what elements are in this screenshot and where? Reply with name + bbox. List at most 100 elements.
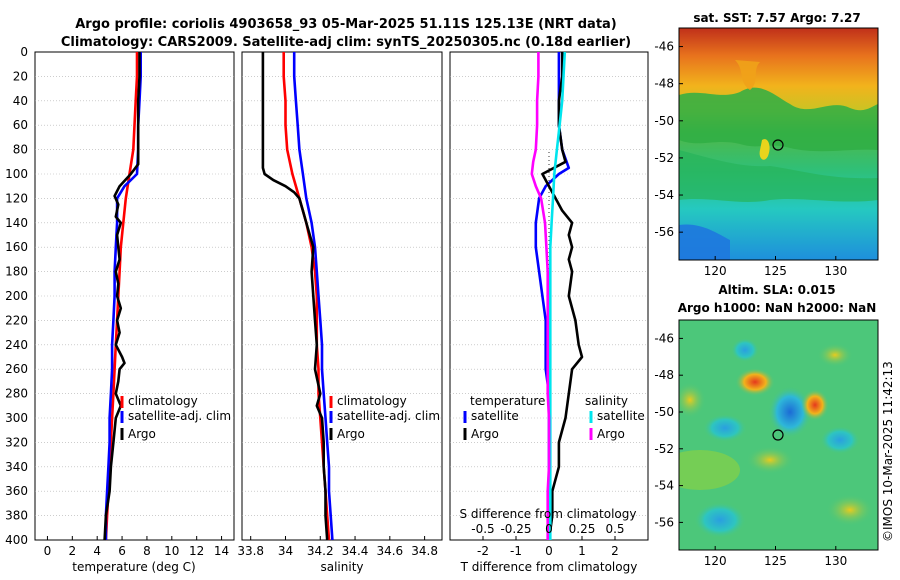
map-x-tick-label: 125 (764, 554, 787, 568)
sla-map-ticks: 120 125 130 -46 -48 -50 -52 -54 -56 (654, 331, 847, 568)
map-x-tick-label: 125 (764, 264, 787, 278)
sla-map-title-line2: Argo h1000: NaN h2000: NaN (678, 301, 877, 315)
depth-tick-label: 340 (5, 460, 28, 474)
depth-tick-label: 80 (13, 143, 28, 157)
x-tick-label: 6 (118, 544, 126, 558)
legend-label-temp-satellite: satellite (471, 409, 519, 423)
sst-map-image (679, 28, 878, 260)
map-x-tick-label: 130 (824, 554, 847, 568)
x-tick-label: 2 (68, 544, 76, 558)
x-tick-label: 1 (578, 544, 586, 558)
legend-label-argo: Argo (337, 427, 365, 441)
map-y-tick-label: -50 (654, 114, 674, 128)
map-x-tick-label: 130 (824, 264, 847, 278)
legend-label-argo: Argo (128, 427, 156, 441)
sla-map-title-line1: Altim. SLA: 0.015 (718, 283, 835, 297)
legend-label-temp-argo: Argo (471, 427, 499, 441)
map-y-tick-label: -48 (654, 77, 674, 91)
s-tick-label: -0.5 (471, 522, 494, 536)
salinity-legend: climatology satellite-adj. clim Argo (329, 394, 440, 441)
depth-tick-label: 120 (5, 191, 28, 205)
legend-label-sal-satellite: satellite (597, 409, 645, 423)
sst-argo-location-marker (772, 139, 784, 151)
x-tick-label: 34.8 (411, 544, 438, 558)
sla-map-image (679, 320, 878, 550)
depth-tick-label: 100 (5, 167, 28, 181)
depth-tick-label: 160 (5, 240, 28, 254)
x-tick-label: 34 (278, 544, 293, 558)
series-line-salinity-argo (530, 52, 551, 540)
map-y-tick-label: -50 (654, 405, 674, 419)
depth-tick-label: 140 (5, 216, 28, 230)
depth-tick-label: 320 (5, 435, 28, 449)
x-tick-label: 34.2 (307, 544, 334, 558)
x-tick-label: 4 (93, 544, 101, 558)
depth-tick-label: 360 (5, 484, 28, 498)
s-tick-label: 0.25 (569, 522, 596, 536)
depth-tick-label: 60 (13, 118, 28, 132)
map-y-tick-label: -46 (654, 40, 674, 54)
x-tick-label: -1 (510, 544, 522, 558)
depth-tick-label: 240 (5, 338, 28, 352)
x-tick-label: 0 (545, 544, 553, 558)
series-layer (103, 51, 584, 541)
x-tick-label: 0 (44, 544, 52, 558)
legend-title-salinity: salinity (585, 394, 628, 408)
x-tick-label: 10 (164, 544, 179, 558)
temperature-axis-label: temperature (deg C) (72, 560, 195, 574)
legend-label-climatology: climatology (337, 394, 407, 408)
sla-argo-location-marker (772, 429, 784, 441)
sst-map-ticks: 120 125 130 -46 -48 -50 -52 -54 -56 (654, 40, 847, 278)
depth-tick-label: 200 (5, 289, 28, 303)
map-y-tick-label: -52 (654, 442, 674, 456)
map-y-tick-label: -52 (654, 151, 674, 165)
salinity-axis-label: salinity (320, 560, 363, 574)
x-tick-label: 2 (611, 544, 619, 558)
legend-label-climatology: climatology (128, 394, 198, 408)
imos-timestamp: ©IMOS 10-Mar-2025 11:42:13 (881, 361, 895, 542)
legend-label-sal-argo: Argo (597, 427, 625, 441)
map-x-tick-label: 120 (704, 264, 727, 278)
depth-tick-label: 0 (20, 45, 28, 59)
map-y-tick-label: -54 (654, 188, 674, 202)
depth-tick-label: 400 (5, 533, 28, 547)
depth-tick-label: 280 (5, 387, 28, 401)
legend-label-satellite: satellite-adj. clim (128, 409, 231, 423)
figure-title-line2: Climatology: CARS2009. Satellite-adj cli… (61, 35, 631, 50)
depth-tick-label: 220 (5, 313, 28, 327)
map-y-tick-label: -48 (654, 368, 674, 382)
s-tick-label: 0.5 (605, 522, 624, 536)
temperature-legend: climatology satellite-adj. clim Argo (120, 394, 231, 441)
series-line-argo (261, 52, 329, 541)
depth-tick-label: 300 (5, 411, 28, 425)
sst-map-frame (678, 27, 879, 261)
depth-tick-label: 260 (5, 362, 28, 376)
series-line-temperature-argo (541, 52, 584, 541)
map-y-tick-label: -54 (654, 479, 674, 493)
map-x-tick-label: 120 (704, 554, 727, 568)
sst-map-title: sat. SST: 7.57 Argo: 7.27 (693, 11, 860, 25)
map-y-tick-label: -46 (654, 331, 674, 345)
legend-title-temperature: temperature (470, 394, 545, 408)
depth-tick-label: 20 (13, 69, 28, 83)
sla-map-frame (678, 319, 879, 551)
x-tick-label: 33.8 (237, 544, 264, 558)
x-tick-label: 34.6 (376, 544, 403, 558)
depth-tick-label: 40 (13, 94, 28, 108)
salinity-difference-axis-label: S difference from climatology (460, 507, 637, 521)
x-tick-label: -2 (477, 544, 489, 558)
difference-legend: temperature satellite Argo salinity sate… (463, 394, 645, 441)
legend-label-satellite: satellite-adj. clim (337, 409, 440, 423)
series-line-satellite-adj-clim (292, 52, 334, 541)
difference-axis-label: T difference from climatology (460, 560, 638, 574)
depth-axis: 0 20 40 60 80 100 120 140 160 180 200 220 240 260 280 3… (5, 45, 28, 547)
series-line-argo (103, 52, 141, 541)
x-tick-label: 12 (189, 544, 204, 558)
x-tick-label: 8 (143, 544, 151, 558)
map-y-tick-label: -56 (654, 515, 674, 529)
x-tick-labels: 0 2 4 6 8 10 12 14 33.8 34 34.2 34.4 34.6 34.8 -2 -1 0 1 2… (44, 522, 625, 558)
s-tick-label: -0.25 (500, 522, 531, 536)
x-tick-label: 14 (214, 544, 229, 558)
depth-tick-label: 180 (5, 265, 28, 279)
